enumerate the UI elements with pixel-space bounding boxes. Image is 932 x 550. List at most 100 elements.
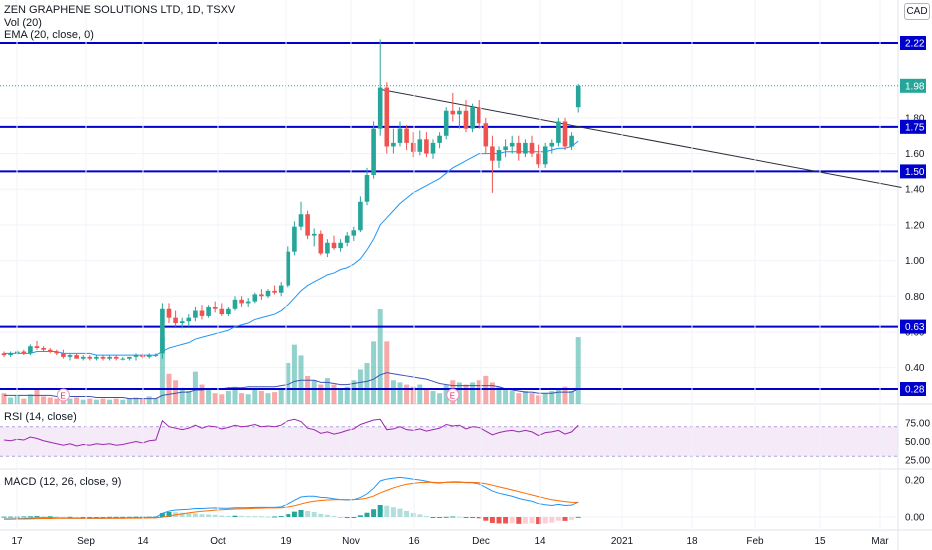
- macd-histogram-bar: [443, 516, 449, 518]
- time-tick-label: 14: [137, 536, 149, 547]
- time-tick-label: 15: [814, 536, 826, 547]
- candle-body: [503, 146, 508, 151]
- candle-body: [87, 356, 93, 359]
- macd-histogram-bar: [272, 516, 278, 518]
- volume-bar: [107, 399, 113, 404]
- candle-body: [153, 355, 159, 357]
- last-price-label: 1.98: [905, 81, 925, 92]
- candle-body: [410, 142, 416, 152]
- volume-bar: [324, 378, 330, 404]
- volume-bar: [54, 398, 60, 404]
- candle-body: [259, 294, 264, 297]
- volume-bar: [1, 393, 7, 404]
- last-price-badge: [900, 78, 926, 93]
- volume-bar: [390, 380, 396, 404]
- symbol-title: ZEN GRAPHENE SOLUTIONS LTD, 1D, TSXV: [4, 4, 236, 16]
- price-tick-label: 1.20: [905, 220, 925, 231]
- candle-body: [542, 146, 548, 165]
- macd-histogram-bar: [54, 516, 60, 518]
- volume-bar: [120, 399, 126, 404]
- level-label: 2.22: [905, 39, 925, 50]
- time-tick-label: 16: [408, 536, 420, 547]
- volume-bar: [219, 394, 225, 404]
- macd-histogram-bar: [225, 515, 231, 517]
- macd-histogram-bar: [569, 517, 575, 520]
- candle-body: [476, 107, 482, 124]
- volume-bar: [529, 393, 535, 404]
- rsi-tick-label: 75.00: [905, 419, 930, 430]
- volume-bar: [575, 337, 581, 404]
- volume-bar: [74, 397, 80, 404]
- macd-histogram-bar: [285, 514, 291, 517]
- macd-histogram-bar: [344, 517, 350, 518]
- time-tick-label: Oct: [210, 536, 226, 547]
- macd-histogram-bar: [80, 517, 86, 518]
- candle-body: [272, 290, 277, 293]
- candle-body: [47, 349, 53, 352]
- macd-histogram-bar: [364, 512, 370, 517]
- volume-bar: [437, 393, 443, 404]
- candle-body: [278, 285, 284, 293]
- price-tick-label: 1.60: [905, 149, 925, 160]
- macd-histogram-bar: [483, 517, 489, 521]
- volume-bar: [318, 384, 324, 404]
- candle-body: [186, 317, 192, 322]
- macd-histogram-bar: [476, 517, 482, 519]
- macd-histogram-bar: [166, 512, 172, 517]
- macd-histogram-bar: [186, 513, 192, 517]
- candle-body: [67, 355, 73, 357]
- volume-bar: [357, 369, 363, 404]
- volume-bar: [113, 398, 119, 404]
- candle-body: [226, 308, 231, 315]
- candle-body: [311, 233, 317, 236]
- candle-body: [430, 142, 436, 154]
- volume-ma-line: [4, 372, 579, 400]
- macd-histogram-bar: [456, 516, 462, 518]
- candle-body: [179, 321, 185, 324]
- volume-bar: [470, 382, 476, 404]
- currency-badge[interactable]: CAD: [904, 3, 930, 20]
- volume-bar: [542, 393, 548, 404]
- macd-histogram-bar: [245, 516, 251, 518]
- candle-body: [252, 294, 258, 302]
- candle-body: [298, 214, 304, 227]
- volume-bar: [311, 380, 317, 404]
- candle-body: [556, 121, 561, 143]
- macd-histogram-bar: [463, 517, 469, 518]
- level-badge: [900, 382, 926, 396]
- candle-body: [509, 142, 515, 147]
- volume-bar: [456, 382, 462, 404]
- macd-histogram-bar: [192, 513, 198, 517]
- candle-body: [292, 226, 297, 252]
- macd-histogram-bar: [496, 517, 502, 524]
- volume-bar: [377, 309, 383, 404]
- level-label: 0.28: [905, 385, 925, 396]
- rsi-tick-label: 50.00: [905, 437, 930, 448]
- volume-bar: [397, 382, 403, 404]
- candle-body: [239, 299, 244, 304]
- macd-histogram-bar: [41, 516, 47, 518]
- candle-body: [371, 128, 376, 175]
- volume-bar: [555, 388, 561, 404]
- candle-body: [549, 142, 555, 147]
- macd-histogram-bar: [179, 512, 185, 517]
- candle-body: [120, 358, 126, 360]
- volume-bar: [252, 388, 258, 404]
- volume-bar: [569, 391, 575, 404]
- macd-histogram-bar: [470, 517, 476, 518]
- volume-bar: [364, 362, 370, 404]
- volume-bar: [212, 393, 218, 404]
- level-badge: [900, 36, 926, 50]
- macd-histogram-bar: [265, 516, 271, 518]
- candle-body: [285, 251, 291, 286]
- candle-body: [417, 139, 423, 152]
- candle-body: [490, 146, 495, 161]
- macd-histogram-bar: [107, 516, 113, 518]
- macd-histogram-bar: [133, 516, 139, 518]
- candle-body: [404, 128, 409, 143]
- time-tick-label: Sep: [77, 536, 95, 547]
- time-tick-label: Nov: [342, 536, 360, 547]
- level-label: 1.75: [905, 122, 925, 133]
- volume-bar: [463, 384, 469, 404]
